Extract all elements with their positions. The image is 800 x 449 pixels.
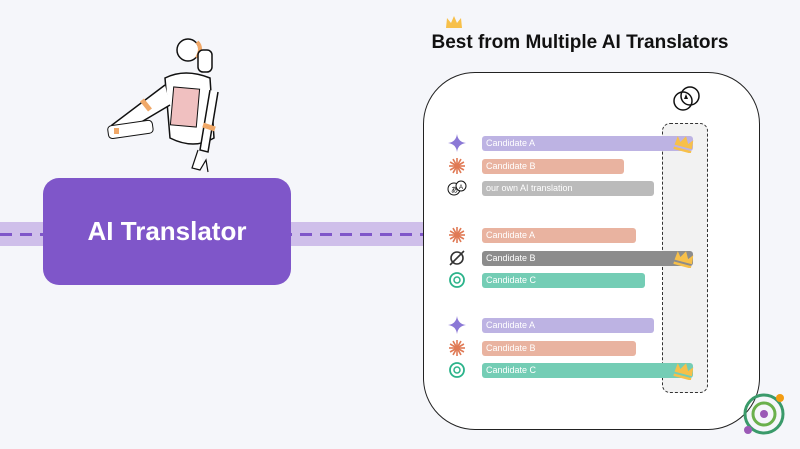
candidate-bar: Candidate C — [482, 363, 693, 378]
gemini-icon — [448, 316, 466, 334]
claude-icon — [449, 227, 465, 243]
candidate-bar: Candidate B — [482, 340, 636, 356]
candidate-label: Candidate B — [486, 160, 536, 171]
judge-logo-icon — [673, 86, 700, 111]
candidate-bar: Candidate B — [482, 250, 693, 266]
candidate-label: Candidate C — [486, 365, 537, 375]
grok-icon — [449, 249, 465, 266]
candidate-label: Candidate B — [486, 342, 536, 353]
candidate-label: Candidate A — [486, 230, 536, 240]
claude-icon — [449, 339, 465, 356]
candidate-label: Candidate C — [486, 275, 537, 285]
candidate-bar: Candidate A — [482, 228, 636, 243]
headline: Best from Multiple AI Translators — [431, 32, 729, 53]
crown-icon — [446, 16, 462, 28]
claude-icon — [449, 157, 465, 174]
crown-icon — [673, 250, 694, 268]
candidate-bar: Candidate B — [482, 158, 624, 174]
ai-translator-label: AI Translator — [87, 216, 247, 246]
candidate-bar: Candidate A — [482, 136, 693, 151]
openai-icon — [449, 362, 465, 378]
crown-icon — [673, 136, 694, 153]
robot-illustration — [107, 38, 219, 173]
gemini-icon — [448, 134, 466, 152]
candidate-bar: Candidate A — [482, 318, 654, 333]
ai-translator-box: AI Translator — [43, 178, 291, 285]
candidate-label: Candidate B — [486, 252, 536, 263]
svg-text:A: A — [459, 185, 463, 191]
svg-text:あ: あ — [451, 186, 458, 194]
openai-icon — [449, 272, 465, 288]
crown-icon — [673, 363, 694, 380]
candidate-label: Candidate A — [486, 320, 536, 330]
candidate-label: our own AI translation — [486, 183, 573, 193]
candidate-label: Candidate A — [486, 138, 536, 148]
candidate-bar: our own AI translation — [482, 181, 654, 196]
candidate-bar: Candidate C — [482, 273, 645, 288]
brand-logo-icon — [743, 393, 785, 435]
